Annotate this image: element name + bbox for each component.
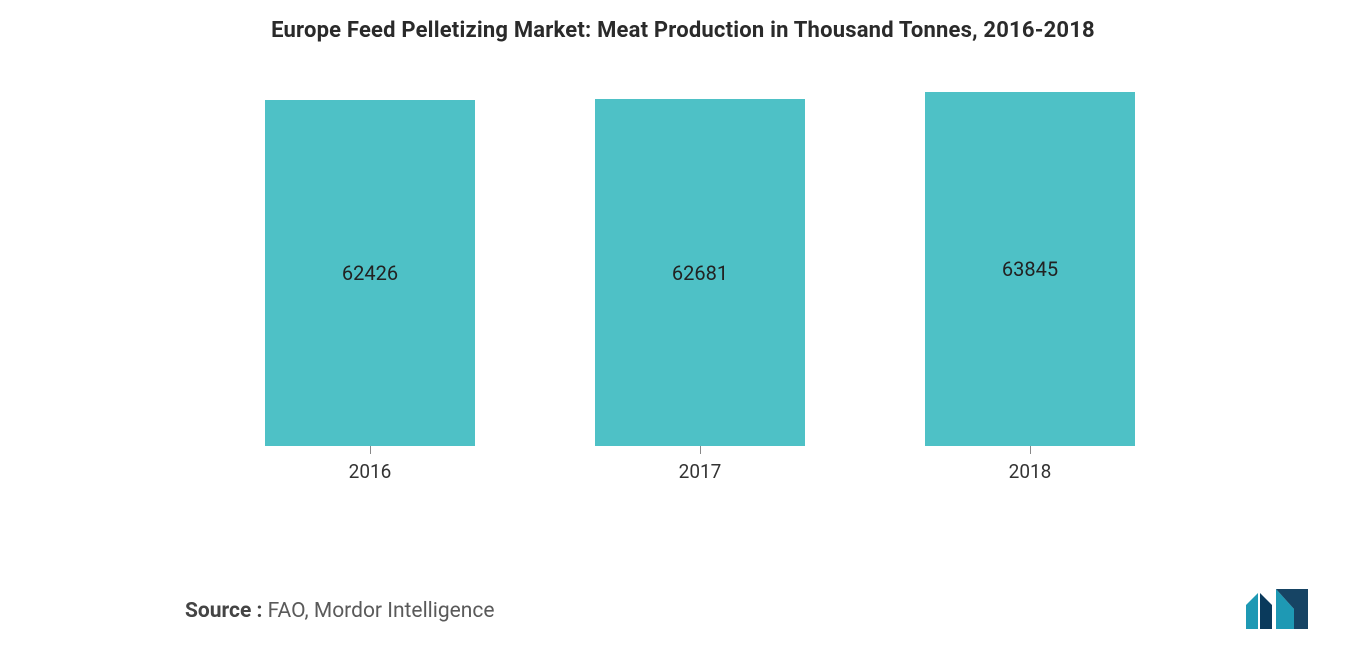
x-label-1: 2017 xyxy=(679,460,722,483)
mordor-logo-icon xyxy=(1246,587,1308,629)
bar-group-2: 63845 2018 xyxy=(925,88,1135,483)
source-text: FAO, Mordor Intelligence xyxy=(262,599,494,623)
chart-area: 62426 2016 62681 2017 63845 2018 xyxy=(265,88,1135,483)
bar-0: 62426 xyxy=(265,100,475,446)
bar-group-1: 62681 2017 xyxy=(595,88,805,483)
tick-0 xyxy=(370,446,371,454)
bar-1: 62681 xyxy=(595,99,805,446)
bar-2: 63845 xyxy=(925,92,1135,446)
source-label: Source : xyxy=(185,599,262,623)
x-label-0: 2016 xyxy=(349,460,392,483)
x-label-2: 2018 xyxy=(1009,460,1052,483)
tick-2 xyxy=(1030,446,1031,454)
bar-value-1: 62681 xyxy=(672,261,728,285)
bar-value-2: 63845 xyxy=(1002,257,1058,281)
bar-group-0: 62426 2016 xyxy=(265,88,475,483)
tick-1 xyxy=(700,446,701,454)
source-line: Source : FAO, Mordor Intelligence xyxy=(185,599,495,623)
bar-value-0: 62426 xyxy=(342,261,398,285)
bars-container: 62426 2016 62681 2017 63845 2018 xyxy=(265,88,1135,483)
chart-title: Europe Feed Pelletizing Market: Meat Pro… xyxy=(0,0,1366,43)
